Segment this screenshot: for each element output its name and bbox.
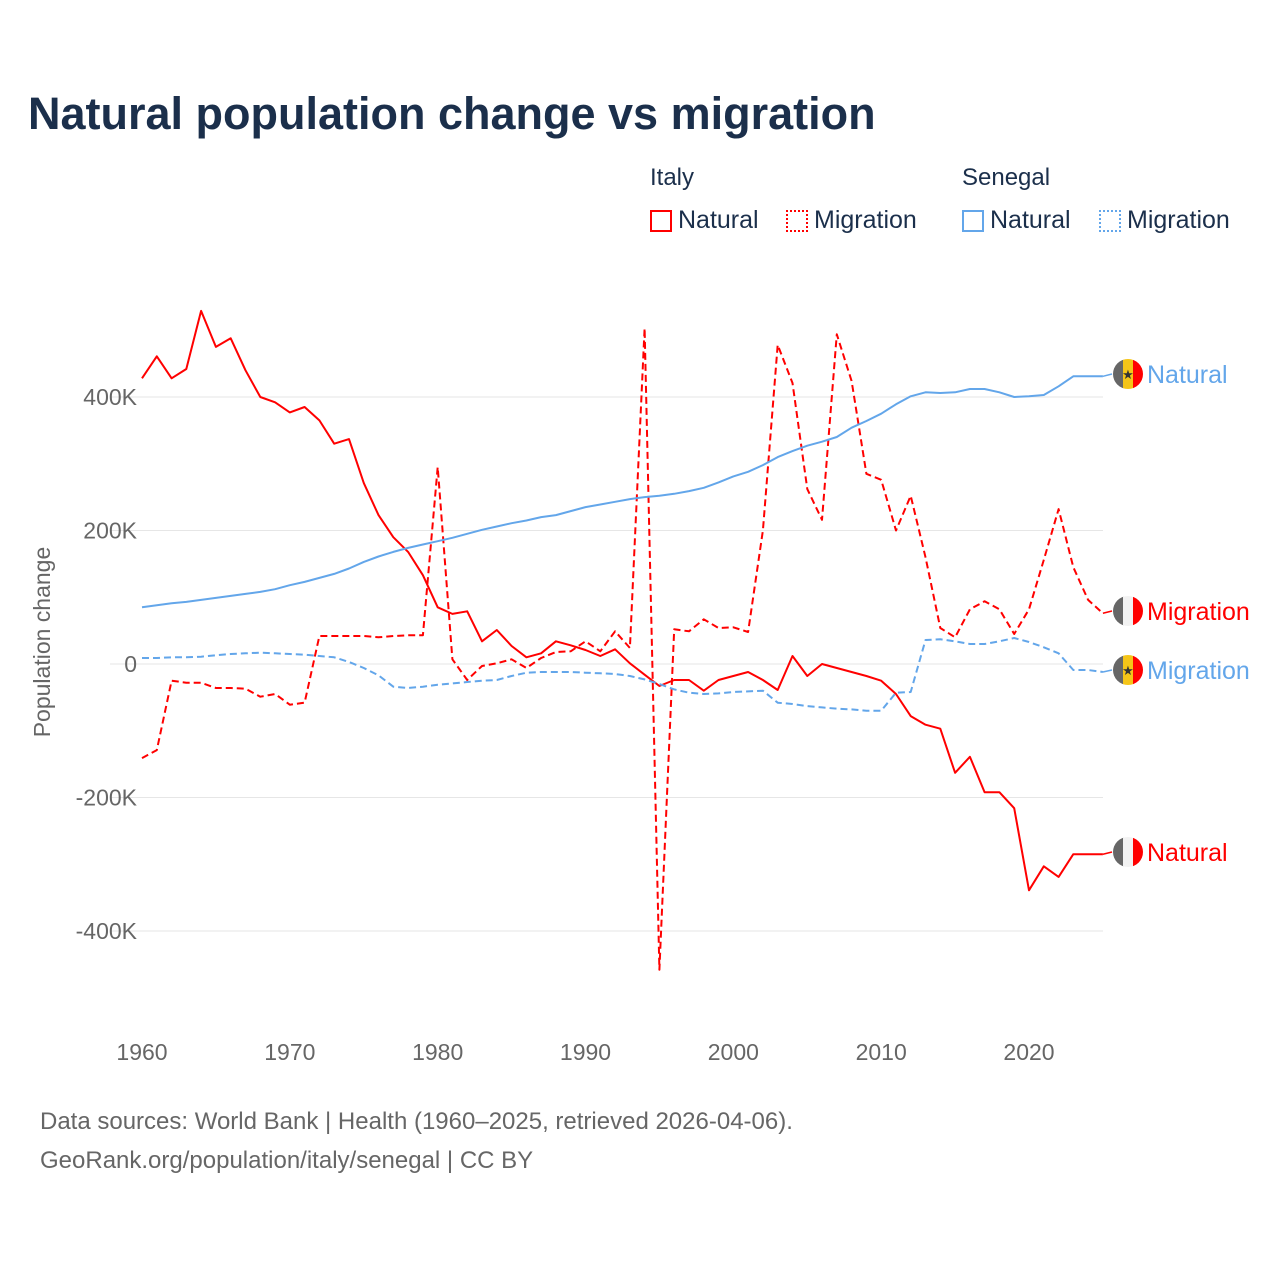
x-tick-label: 1990: [560, 1039, 611, 1065]
senegal-flag-icon: ★: [1113, 359, 1143, 389]
chart-title: Natural population change vs migration: [28, 88, 876, 139]
x-tick-label: 2000: [708, 1039, 759, 1065]
italy-natural-line: [141, 309, 1103, 892]
legend-group-italy: Italy: [650, 164, 695, 191]
legend-label: Natural: [990, 206, 1071, 234]
senegal-migration-end-label: Migration: [1147, 657, 1250, 685]
italy-migration-line: [141, 327, 1104, 971]
y-axis-label: Population change: [29, 547, 55, 738]
footer-link[interactable]: GeoRank.org/population/italy/senegal | C…: [40, 1147, 534, 1174]
x-tick-label: 1980: [412, 1039, 463, 1065]
italy-natural-end-label: Natural: [1147, 839, 1228, 867]
legend-group-senegal: Senegal: [962, 164, 1051, 191]
italy-migration-end-label: Migration: [1147, 598, 1250, 626]
senegal-migration-leader: [1102, 669, 1113, 673]
legend-item-senegal-migration[interactable]: Migration: [1099, 206, 1230, 235]
y-tick-label: 200K: [83, 518, 137, 544]
italy-migration-leader: [1102, 610, 1113, 614]
svg-text:★: ★: [1122, 367, 1134, 382]
legend-item-italy-natural[interactable]: Natural: [650, 206, 759, 235]
footer-sources: Data sources: World Bank | Health (1960–…: [40, 1108, 793, 1135]
legend-swatch-solid: [650, 209, 672, 232]
senegal-natural-end-label: Natural: [1147, 361, 1228, 389]
x-tick-label: 1970: [264, 1039, 315, 1065]
legend-item-italy-migration[interactable]: Migration: [786, 206, 917, 235]
legend-item-senegal-natural[interactable]: Natural: [962, 206, 1071, 235]
x-tick-label: 2020: [1003, 1039, 1054, 1065]
x-tick-label: 2010: [856, 1039, 907, 1065]
svg-text:★: ★: [1122, 663, 1134, 678]
legend-label: Natural: [678, 206, 759, 234]
italy-flag-icon: [1113, 596, 1143, 626]
senegal-migration-line: [142, 637, 1104, 712]
senegal-natural-line: [141, 375, 1103, 609]
legend-label: Migration: [1127, 206, 1230, 234]
italy-natural-leader: [1102, 851, 1113, 855]
y-tick-label: 0: [124, 651, 137, 677]
y-tick-label: -200K: [76, 785, 138, 811]
y-tick-label: 400K: [83, 384, 137, 410]
legend-label: Migration: [814, 206, 917, 234]
legend-swatch-dotted: [1099, 209, 1121, 232]
y-tick-label: -400K: [76, 918, 138, 944]
senegal-flag-icon: ★: [1113, 655, 1143, 685]
senegal-natural-leader: [1102, 373, 1113, 378]
x-tick-label: 1960: [116, 1039, 167, 1065]
legend-swatch-solid: [962, 209, 984, 232]
italy-flag-icon: [1113, 837, 1143, 867]
legend-swatch-dotted: [786, 209, 808, 232]
